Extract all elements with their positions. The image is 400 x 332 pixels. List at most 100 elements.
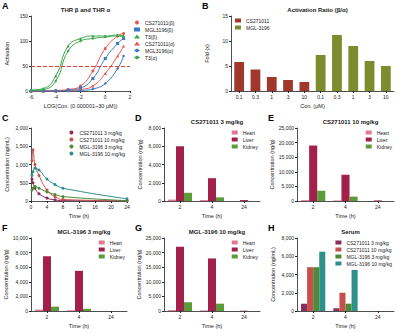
svg-text:2,000: 2,000 bbox=[15, 293, 28, 299]
svg-text:Heart: Heart bbox=[243, 130, 256, 136]
svg-text:2: 2 bbox=[312, 314, 315, 320]
svg-text:Concentration (ng/g): Concentration (ng/g) bbox=[136, 249, 142, 299]
svg-text:CS271011 3 mg/kg: CS271011 3 mg/kg bbox=[346, 240, 389, 246]
svg-text:0: 0 bbox=[225, 88, 228, 94]
svg-text:CS271011(β): CS271011(β) bbox=[145, 20, 175, 26]
svg-text:CS271011(α): CS271011(α) bbox=[145, 41, 175, 47]
svg-text:5,000: 5,000 bbox=[148, 293, 161, 299]
svg-text:Concentration (ng/mL): Concentration (ng/mL) bbox=[4, 137, 10, 192]
svg-text:0: 0 bbox=[104, 94, 107, 100]
svg-text:3: 3 bbox=[287, 94, 290, 100]
svg-text:4: 4 bbox=[344, 314, 347, 320]
svg-text:0.1: 0.1 bbox=[236, 94, 243, 100]
svg-text:T3(β): T3(β) bbox=[145, 34, 157, 40]
svg-text:4: 4 bbox=[211, 314, 214, 320]
svg-text:10,000: 10,000 bbox=[279, 169, 295, 175]
svg-text:MGL-3196 3 mg/kg: MGL-3196 3 mg/kg bbox=[57, 229, 110, 235]
svg-text:Kidney: Kidney bbox=[377, 144, 393, 150]
svg-text:15,000: 15,000 bbox=[279, 154, 295, 160]
svg-text:4: 4 bbox=[344, 204, 347, 210]
svg-text:50: 50 bbox=[22, 63, 28, 69]
svg-text:24: 24 bbox=[241, 204, 247, 210]
svg-text:6,000: 6,000 bbox=[281, 253, 294, 259]
svg-text:Kidney: Kidney bbox=[243, 144, 259, 150]
svg-text:Concentration (ng/mL): Concentration (ng/mL) bbox=[270, 247, 276, 302]
svg-text:Time (h): Time (h) bbox=[335, 323, 355, 329]
svg-text:2,000: 2,000 bbox=[148, 180, 161, 186]
svg-text:Time (h): Time (h) bbox=[335, 213, 355, 219]
svg-text:-4: -4 bbox=[54, 94, 59, 100]
svg-text:6,000: 6,000 bbox=[148, 143, 161, 149]
svg-text:Concentration (ng/g): Concentration (ng/g) bbox=[137, 139, 143, 189]
svg-text:12: 12 bbox=[76, 204, 82, 210]
svg-text:3: 3 bbox=[368, 94, 371, 100]
svg-text:0: 0 bbox=[158, 198, 161, 204]
svg-text:2,000: 2,000 bbox=[15, 125, 28, 131]
svg-text:Liver: Liver bbox=[377, 137, 388, 143]
svg-text:Time (h): Time (h) bbox=[202, 213, 222, 219]
svg-text:24: 24 bbox=[241, 314, 247, 320]
svg-text:16: 16 bbox=[92, 204, 98, 210]
svg-text:MGL-3196 10 mg/kg: MGL-3196 10 mg/kg bbox=[79, 151, 125, 157]
svg-text:6,000: 6,000 bbox=[15, 264, 28, 270]
svg-text:25,000: 25,000 bbox=[146, 235, 162, 241]
svg-text:Kidney: Kidney bbox=[243, 254, 259, 260]
svg-text:Liver: Liver bbox=[243, 247, 254, 253]
svg-text:100: 100 bbox=[20, 38, 29, 44]
svg-text:Con. (μM): Con. (μM) bbox=[300, 103, 325, 109]
svg-text:Concentration (ng/g): Concentration (ng/g) bbox=[3, 249, 9, 299]
svg-text:20: 20 bbox=[108, 204, 114, 210]
svg-text:CS271011 3 mg/kg: CS271011 3 mg/kg bbox=[191, 119, 244, 125]
svg-text:8: 8 bbox=[62, 204, 65, 210]
svg-text:B: B bbox=[202, 1, 209, 11]
svg-text:24: 24 bbox=[375, 314, 381, 320]
svg-text:Time (h): Time (h) bbox=[69, 323, 89, 329]
svg-text:10: 10 bbox=[302, 94, 308, 100]
svg-text:150: 150 bbox=[20, 13, 29, 19]
svg-text:D: D bbox=[135, 113, 142, 123]
svg-text:0.1: 0.1 bbox=[317, 94, 324, 100]
svg-text:5,000: 5,000 bbox=[281, 183, 294, 189]
svg-text:A: A bbox=[2, 1, 9, 11]
svg-text:5: 5 bbox=[225, 63, 228, 69]
svg-text:Heart: Heart bbox=[110, 240, 123, 246]
svg-text:CS271011 10 mg/kg: CS271011 10 mg/kg bbox=[323, 119, 379, 125]
svg-text:Fold (x): Fold (x) bbox=[204, 44, 210, 63]
svg-text:MGL3196(α): MGL3196(α) bbox=[145, 48, 174, 54]
svg-text:15: 15 bbox=[222, 13, 228, 19]
svg-text:2: 2 bbox=[312, 204, 315, 210]
svg-text:MGL3196(β): MGL3196(β) bbox=[145, 27, 173, 33]
svg-text:4,000: 4,000 bbox=[148, 162, 161, 168]
svg-text:G: G bbox=[135, 223, 142, 233]
svg-text:20,000: 20,000 bbox=[279, 140, 295, 146]
svg-text:0: 0 bbox=[25, 88, 28, 94]
svg-text:Activation: Activation bbox=[4, 42, 10, 66]
svg-text:500: 500 bbox=[20, 180, 29, 186]
svg-text:MGL-3196 10 mg/kg: MGL-3196 10 mg/kg bbox=[189, 229, 246, 235]
svg-text:Time (h): Time (h) bbox=[69, 213, 89, 219]
svg-text:4: 4 bbox=[46, 204, 49, 210]
svg-text:8,000: 8,000 bbox=[148, 125, 161, 131]
svg-text:4,000: 4,000 bbox=[15, 279, 28, 285]
svg-text:10: 10 bbox=[383, 94, 389, 100]
svg-text:MGL-3196 3 mg/kg: MGL-3196 3 mg/kg bbox=[79, 144, 122, 150]
svg-text:1,000: 1,000 bbox=[15, 162, 28, 168]
svg-text:10,000: 10,000 bbox=[13, 235, 29, 241]
svg-text:CS271011 3 mg/kg: CS271011 3 mg/kg bbox=[79, 130, 122, 136]
svg-text:1,500: 1,500 bbox=[15, 143, 28, 149]
svg-text:0: 0 bbox=[25, 308, 28, 314]
svg-text:0: 0 bbox=[291, 308, 294, 314]
svg-text:E: E bbox=[268, 113, 274, 123]
svg-text:THR β and THR α: THR β and THR α bbox=[61, 7, 111, 13]
svg-text:Heart: Heart bbox=[243, 240, 256, 246]
svg-text:Activation Ratio (β/α): Activation Ratio (β/α) bbox=[287, 7, 347, 13]
svg-text:0.3: 0.3 bbox=[333, 94, 340, 100]
svg-text:H: H bbox=[268, 223, 275, 233]
svg-text:2: 2 bbox=[179, 204, 182, 210]
svg-text:Kidney: Kidney bbox=[110, 254, 126, 260]
svg-text:4: 4 bbox=[78, 314, 81, 320]
svg-text:8,000: 8,000 bbox=[281, 235, 294, 241]
svg-text:MGL-3196: MGL-3196 bbox=[246, 25, 270, 31]
svg-text:Time (h): Time (h) bbox=[202, 323, 222, 329]
svg-text:0: 0 bbox=[158, 308, 161, 314]
